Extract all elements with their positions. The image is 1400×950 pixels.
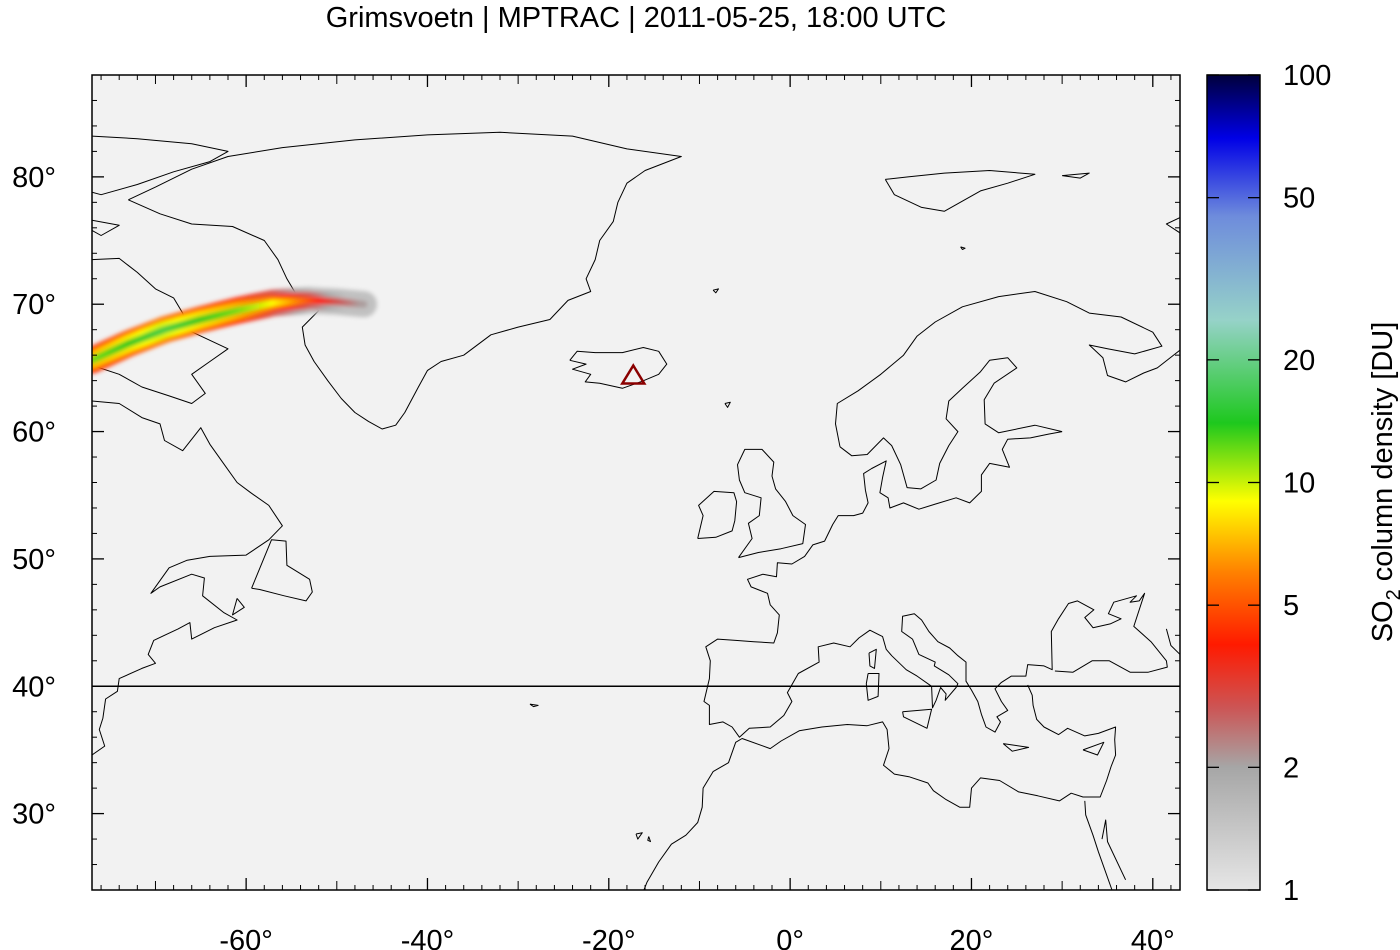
- coastline-segment: [1084, 800, 1113, 890]
- coastline-segment: [1165, 217, 1180, 234]
- y-tick-label: 50°: [12, 544, 56, 576]
- coastline-segment: [232, 598, 245, 616]
- coastline-segment: [865, 673, 880, 701]
- coastline-segment: [92, 257, 229, 404]
- x-tick-label: -40°: [401, 925, 455, 950]
- colorbar-tick-label: 100: [1283, 60, 1331, 92]
- coastline-segment: [643, 684, 1117, 890]
- x-tick-label: 0°: [776, 925, 804, 950]
- coastline-segment: [884, 170, 1036, 212]
- coastline-segment: [697, 490, 738, 539]
- coastline-segment: [92, 219, 120, 236]
- coastline-segment: [960, 246, 966, 250]
- colorbar-tick-label: 5: [1283, 590, 1299, 622]
- coastline-segment: [569, 347, 668, 389]
- coastlines: [92, 131, 1180, 890]
- coastline-segment: [251, 539, 313, 602]
- colorbar-tick-label: 1: [1283, 875, 1299, 907]
- coastline-segment: [1101, 819, 1127, 881]
- coastline-segment: [712, 288, 719, 294]
- so2-plume: [92, 287, 377, 374]
- coastline-segment: [737, 448, 806, 559]
- coastline-segment: [902, 708, 933, 729]
- colorbar-tick-label: 20: [1283, 345, 1315, 377]
- coastline-segment: [1002, 743, 1030, 752]
- coastline-segment: [703, 431, 1168, 738]
- coastline-segment: [1165, 628, 1180, 655]
- y-tick-label: 30°: [12, 799, 56, 831]
- coastline-segment: [1062, 172, 1090, 179]
- x-tick-label: -20°: [582, 925, 636, 950]
- colorbar-ticks: 1 2 5 10 20 50 100: [1207, 60, 1331, 907]
- x-axis: -60° -40° -20° 0° 20° 40°: [100, 75, 1175, 950]
- y-tick-label: 80°: [12, 162, 56, 194]
- coastline-segment: [635, 832, 643, 840]
- plot-title: Grimsvoetn | MPTRAC | 2011-05-25, 18:00 …: [326, 2, 947, 34]
- map-background: [92, 75, 1180, 890]
- y-tick-label: 60°: [12, 417, 56, 449]
- y-tick-label: 70°: [12, 289, 56, 321]
- coastline-segment: [839, 357, 1063, 490]
- colorbar-tick-label: 2: [1283, 752, 1299, 784]
- coastline-segment: [868, 648, 877, 669]
- y-tick-label: 40°: [12, 671, 56, 703]
- colorbar-tick-label: 10: [1283, 468, 1315, 500]
- x-tick-label: 40°: [1131, 925, 1175, 950]
- volcano-triangle-icon: [620, 363, 647, 385]
- coastline-segment: [529, 703, 539, 708]
- coastline-segment: [92, 400, 283, 756]
- coastline-segment: [92, 135, 229, 196]
- coastline-segment: [724, 401, 731, 408]
- y-axis: 30° 40° 50° 60° 70° 80°: [12, 74, 1180, 891]
- x-tick-label: -60°: [219, 925, 273, 950]
- coastline-segment: [647, 836, 651, 843]
- coastline-segment: [1082, 741, 1105, 756]
- colorbar-label: SO2 column density [DU]: [1367, 322, 1400, 643]
- colorbar-tick-label: 50: [1283, 183, 1315, 215]
- x-tick-label: 20°: [950, 925, 994, 950]
- coastline-segment: [835, 291, 1180, 447]
